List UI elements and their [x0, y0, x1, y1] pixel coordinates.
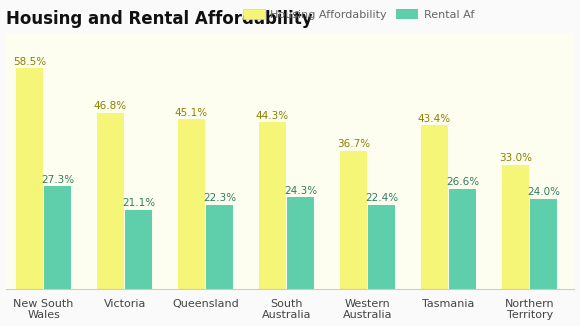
Text: 27.3%: 27.3% [41, 175, 74, 185]
Text: 43.4%: 43.4% [418, 114, 451, 124]
Bar [44, 186, 71, 289]
Bar [178, 119, 205, 289]
Bar [450, 189, 476, 289]
Text: 58.5%: 58.5% [13, 57, 46, 67]
Text: 21.1%: 21.1% [122, 198, 155, 208]
Text: 36.7%: 36.7% [337, 139, 370, 149]
Text: 22.4%: 22.4% [365, 193, 398, 203]
Bar [206, 205, 233, 289]
Bar [502, 165, 529, 289]
Bar [421, 126, 448, 289]
Bar [259, 122, 286, 289]
Bar [368, 205, 396, 289]
Bar [125, 210, 153, 289]
Legend: Housing Affordability, Rental Af: Housing Affordability, Rental Af [238, 5, 478, 24]
Bar [340, 151, 367, 289]
Bar [287, 198, 314, 289]
Text: 46.8%: 46.8% [94, 101, 127, 111]
Text: 45.1%: 45.1% [175, 108, 208, 117]
Text: Housing and Rental Affordability: Housing and Rental Affordability [6, 10, 313, 28]
Text: 26.6%: 26.6% [447, 177, 480, 187]
Text: 44.3%: 44.3% [256, 111, 289, 121]
Text: 24.3%: 24.3% [284, 186, 317, 196]
Text: 22.3%: 22.3% [204, 194, 237, 203]
Text: 33.0%: 33.0% [499, 153, 532, 163]
Bar [16, 68, 43, 289]
Bar [97, 112, 124, 289]
Text: 24.0%: 24.0% [527, 187, 560, 197]
Bar [530, 199, 557, 289]
